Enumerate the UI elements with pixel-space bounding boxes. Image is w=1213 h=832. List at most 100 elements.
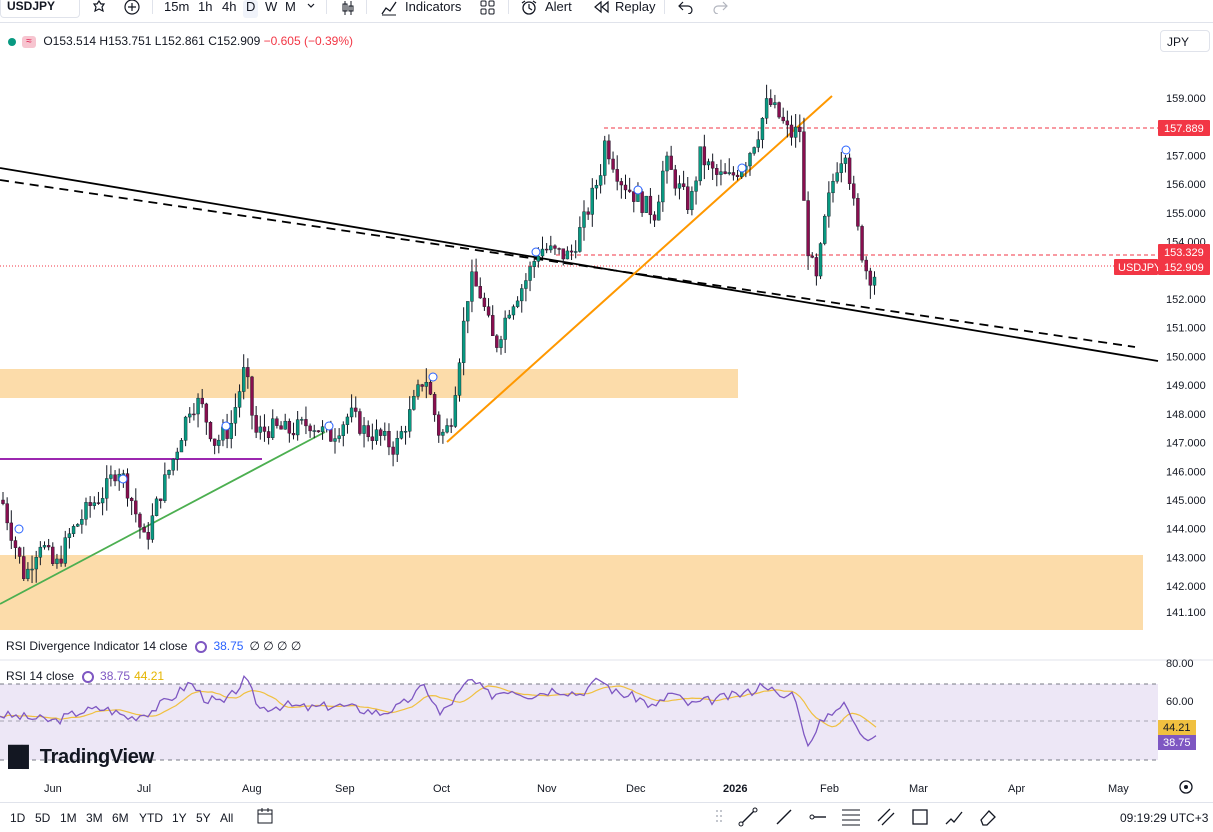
watermark-text: TradingView [39,746,154,768]
range-1m[interactable]: 1M [60,811,77,825]
candle [565,250,570,260]
replay-icon[interactable] [593,0,609,18]
date-range-icon[interactable] [256,807,276,827]
candle [511,306,516,316]
compare-add-icon[interactable] [124,0,140,18]
candle [789,124,794,138]
candle [142,527,146,533]
trendline-green[interactable] [0,431,326,605]
interval-m[interactable]: M [285,0,296,14]
undo-icon[interactable] [678,0,694,18]
replay-button[interactable]: Replay [615,0,656,14]
indicators-button[interactable]: Indicators [405,0,462,14]
time-axis[interactable]: Jun Jul Aug Sep Oct Nov Dec 2026 Feb Mar Apr May [44,783,1129,795]
range-ytd[interactable]: YTD [139,811,163,825]
candle [441,431,445,436]
rsi-divergence-legend[interactable]: RSI Divergence Indicator 14 close 38.75 ∅ … [6,638,301,654]
candle [590,187,594,215]
rectangle-tool-icon[interactable] [910,807,930,827]
candle [578,227,582,252]
candle [437,414,441,436]
symbol-menu-icon[interactable] [92,0,106,18]
interval-4h[interactable]: 4h [222,0,237,14]
chevron-down-icon[interactable] [306,0,316,18]
interval-d[interactable]: D [243,0,259,18]
candle [129,497,134,502]
redo-icon[interactable] [712,0,728,18]
clock[interactable]: 09:19:29 UTC+3 [1120,811,1209,825]
price-axis[interactable]: 159.000157.000156.000155.000154.000152.0… [1166,93,1206,619]
candle [59,558,63,564]
time-tick: May [1108,783,1129,795]
candle [445,425,449,433]
fib-tool-icon[interactable] [840,807,860,827]
alert-button[interactable]: Alert [545,0,572,14]
candle-type-icon[interactable] [340,0,356,18]
candle [279,425,283,430]
candle [706,161,711,166]
candle [395,438,399,455]
alert-icon[interactable] [520,0,538,18]
interval-15m[interactable]: 15m [164,0,190,14]
candle [710,161,715,169]
price-chart[interactable]: 159.000157.000156.000155.000154.000152.0… [0,24,1213,802]
range-1d[interactable]: 1D [10,811,26,825]
candle [507,314,511,319]
trendline-dashed[interactable] [0,179,1136,348]
layouts-icon[interactable] [480,0,496,18]
interval-w[interactable]: W [265,0,278,14]
rsi-band [0,684,1158,760]
horizontal-ray-icon[interactable] [808,807,828,827]
path-tool-icon[interactable] [944,807,964,827]
rsi-value-tag: 38.75 [1158,735,1196,750]
range-3m[interactable]: 3M [86,811,103,825]
rsi-div-nulls: ∅ ∅ ∅ ∅ [249,639,302,653]
indicators-icon[interactable] [380,0,398,18]
parallel-channel-icon[interactable] [876,807,896,827]
drag-handle-icon[interactable] [714,807,734,827]
trendline-orange[interactable] [446,95,833,443]
candle [495,335,499,348]
settings-gear-icon[interactable] [1179,780,1193,794]
rsi-settings-icon[interactable] [82,670,95,683]
candle [262,426,267,432]
trendline-tool-icon[interactable] [738,807,758,827]
candle [266,431,271,438]
price-tag-last: USDJPY 152.909 [1114,259,1210,275]
ray-tool-icon[interactable] [774,807,794,827]
candle [648,195,653,216]
candle [764,98,769,119]
range-all[interactable]: All [220,811,234,825]
indicator-settings-icon[interactable] [195,640,208,653]
price-tick: 148.000 [1166,409,1206,421]
candle [723,171,727,174]
time-tick: Jun [44,783,62,795]
range-1y[interactable]: 1Y [172,811,187,825]
candle [150,515,155,540]
candle [520,288,524,302]
candle [760,117,765,140]
interval-1h[interactable]: 1h [198,0,213,14]
currency-button[interactable]: JPY [1160,30,1210,52]
candle [17,547,22,557]
range-5y[interactable]: 5Y [196,811,211,825]
symbol-search[interactable]: USDJPY [0,0,80,18]
candle [179,440,184,453]
range-5d[interactable]: 5D [35,811,51,825]
rsi-ma-value: 44.21 [134,669,165,683]
range-6m[interactable]: 6M [112,811,129,825]
candle [100,498,105,504]
candle [154,498,159,516]
candle [690,191,694,210]
candle [171,459,175,471]
candle [677,183,682,189]
candle [619,181,624,186]
candle [482,297,487,307]
candle [204,403,209,423]
price-tag-level-mid-text: 153.329 [1164,247,1204,259]
tradingview-watermark[interactable]: █▌ TradingView [8,743,154,771]
eraser-icon[interactable] [978,807,998,827]
candle [698,146,702,182]
rsi-legend[interactable]: RSI 14 close 38.75 44.21 [6,668,164,684]
price-tick: 143.000 [1166,552,1206,564]
